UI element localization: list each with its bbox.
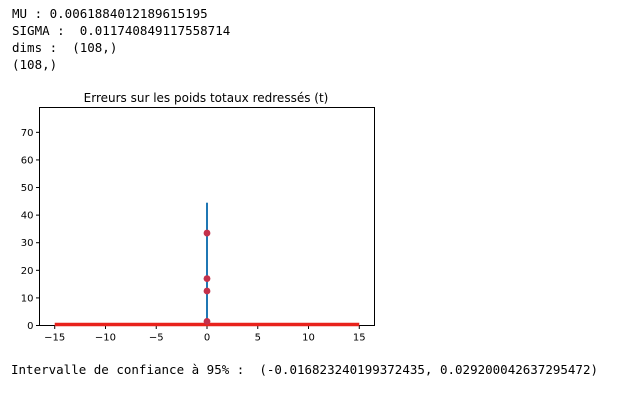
y-tick-label: 70 [21, 128, 34, 139]
y-axis-ticks: 0 10 20 30 40 50 60 70 [21, 128, 40, 332]
x-tick-label: −15 [44, 333, 65, 344]
stem-marker [203, 317, 211, 325]
shape-output: (108,) [12, 57, 58, 72]
x-tick-label: 10 [302, 333, 315, 344]
x-axis-ticks: −15 −10 −5 0 5 10 15 [44, 325, 366, 344]
confidence-interval-output: Intervalle de confiance à 95% : (-0.0168… [11, 362, 598, 377]
chart-title: Erreurs sur les poids totaux redressés (… [84, 91, 329, 105]
y-tick-label: 40 [21, 211, 34, 222]
y-tick-label: 20 [21, 266, 34, 277]
x-tick-label: 5 [255, 333, 261, 344]
y-tick-label: 10 [21, 293, 34, 304]
x-tick-label: 15 [353, 333, 366, 344]
stem-marker [203, 287, 211, 295]
y-tick-label: 30 [21, 238, 34, 249]
x-tick-label: −10 [95, 333, 116, 344]
sigma-output: SIGMA : 0.011740849117558714 [12, 23, 231, 38]
y-tick-label: 0 [27, 321, 33, 332]
stem-marker [203, 275, 211, 282]
mu-output: MU : 0.0061884012189615195 [12, 6, 208, 21]
chart-marks [54, 202, 360, 327]
y-tick-label: 60 [21, 155, 34, 166]
x-tick-label: 0 [204, 333, 210, 344]
stem-marker [203, 229, 211, 237]
y-tick-label: 50 [21, 183, 34, 194]
dims-output: dims : (108,) [12, 40, 118, 55]
x-tick-label: −5 [149, 333, 164, 344]
stem-chart: Erreurs sur les poids totaux redressés (… [21, 91, 375, 344]
